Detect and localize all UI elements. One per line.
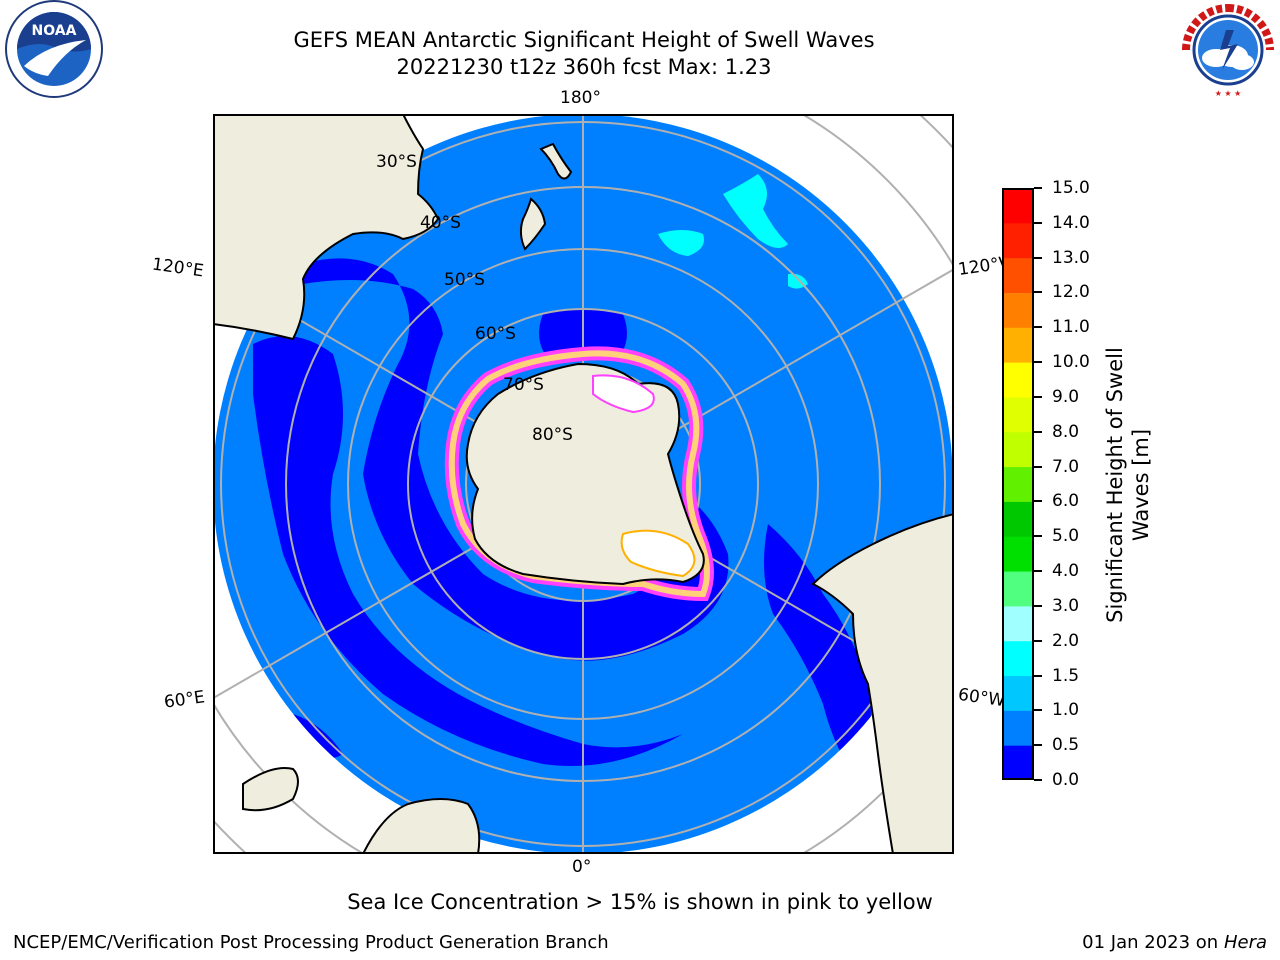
meridian-label-60e: 60°E <box>162 687 207 713</box>
noaa-logo-text: NOAA <box>32 23 77 39</box>
colorbar-segment <box>1002 257 1034 293</box>
colorbar-tick-label: 13.0 <box>1052 247 1090 268</box>
colorbar-segment <box>1002 396 1034 433</box>
antarctica <box>465 362 705 586</box>
map-frame <box>213 114 954 854</box>
lat-label-50s: 50°S <box>444 270 485 290</box>
colorbar-tick-mark <box>1034 465 1042 468</box>
footer-date-text: 01 Jan 2023 on <box>1082 932 1219 953</box>
footer-host: Hera <box>1223 932 1267 953</box>
colorbar-segment <box>1002 745 1034 781</box>
colorbar <box>1002 188 1034 781</box>
colorbar-tick-label: 5.0 <box>1052 526 1080 547</box>
colorbar-tick-mark <box>1034 639 1042 642</box>
colorbar-tick-label: 12.0 <box>1052 282 1090 303</box>
colorbar-segment <box>1002 501 1034 537</box>
meridian-label-60w: 60°W <box>956 684 1007 712</box>
chart-title: GEFS MEAN Antarctic Significant Height o… <box>293 28 875 52</box>
nws-logo: ★ ★ ★ <box>1176 0 1280 104</box>
colorbar-tick-mark <box>1034 500 1042 503</box>
lat-label-40s: 40°S <box>420 213 461 233</box>
colorbar-segment <box>1002 222 1034 259</box>
colorbar-segment <box>1002 640 1034 677</box>
sea-ice-note: Sea Ice Concentration > 15% is shown in … <box>347 890 933 914</box>
colorbar-tick-label: 14.0 <box>1052 212 1090 233</box>
colorbar-tick-label: 10.0 <box>1052 352 1090 373</box>
colorbar-tick-label: 1.5 <box>1052 665 1080 686</box>
sea-ice-ring <box>444 346 714 602</box>
svg-text:★ ★ ★: ★ ★ ★ <box>1215 89 1242 98</box>
meridian-label-120e: 120°E <box>150 254 205 282</box>
meridian-label-180: 180° <box>560 88 601 108</box>
colorbar-tick-mark <box>1034 604 1042 607</box>
colorbar-tick-mark <box>1034 674 1042 677</box>
colorbar-tick-mark <box>1034 709 1042 712</box>
colorbar-segment <box>1002 536 1034 572</box>
colorbar-tick-mark <box>1034 361 1042 364</box>
lat-label-30s: 30°S <box>376 152 417 172</box>
colorbar-tick-mark <box>1034 187 1042 189</box>
colorbar-tick-mark <box>1034 395 1042 398</box>
colorbar-tick-mark <box>1034 779 1042 781</box>
colorbar-tick-label: 11.0 <box>1052 317 1090 338</box>
colorbar-tick-mark <box>1034 535 1042 538</box>
meridian-label-0: 0° <box>572 857 592 877</box>
colorbar-tick-label: 8.0 <box>1052 421 1080 442</box>
colorbar-tick-label: 0.0 <box>1052 770 1080 790</box>
colorbar-segment <box>1002 431 1034 468</box>
noaa-logo: NOAA <box>2 0 106 104</box>
colorbar-tick-mark <box>1034 430 1042 433</box>
colorbar-segment <box>1002 362 1034 398</box>
colorbar-segment <box>1002 466 1034 502</box>
colorbar-tick-label: 4.0 <box>1052 561 1080 582</box>
colorbar-tick-mark <box>1034 291 1042 294</box>
colorbar-segment <box>1002 571 1034 607</box>
colorbar-segment <box>1002 188 1034 224</box>
chart-subtitle: 20221230 t12z 360h fcst Max: 1.23 <box>396 55 772 79</box>
colorbar-tick-mark <box>1034 256 1042 259</box>
colorbar-label: Significant Height of Swell Waves [m] <box>1103 347 1153 623</box>
colorbar-segment <box>1002 710 1034 746</box>
colorbar-segment <box>1002 675 1034 711</box>
colorbar-tick-label: 9.0 <box>1052 386 1080 407</box>
colorbar-tick-mark <box>1034 570 1042 573</box>
lat-label-80s: 80°S <box>532 425 573 445</box>
colorbar-tick-label: 1.0 <box>1052 700 1080 721</box>
footer-branch: NCEP/EMC/Verification Post Processing Pr… <box>13 932 609 953</box>
polar-map <box>213 114 954 854</box>
colorbar-segment <box>1002 605 1034 642</box>
lat-label-70s: 70°S <box>503 375 544 395</box>
colorbar-segment <box>1002 327 1034 363</box>
colorbar-tick-label: 15.0 <box>1052 178 1090 198</box>
footer-date: 01 Jan 2023 on Hera <box>1082 932 1267 953</box>
colorbar-tick-label: 0.5 <box>1052 735 1080 756</box>
colorbar-tick-mark <box>1034 326 1042 329</box>
colorbar-tick-label: 2.0 <box>1052 630 1080 651</box>
colorbar-tick-mark <box>1034 744 1042 747</box>
colorbar-tick-mark <box>1034 221 1042 224</box>
lat-label-60s: 60°S <box>475 324 516 344</box>
colorbar-segment <box>1002 292 1034 328</box>
colorbar-tick-label: 3.0 <box>1052 595 1080 616</box>
colorbar-tick-label: 6.0 <box>1052 491 1080 512</box>
land-masses <box>213 114 954 854</box>
colorbar-tick-label: 7.0 <box>1052 456 1080 477</box>
